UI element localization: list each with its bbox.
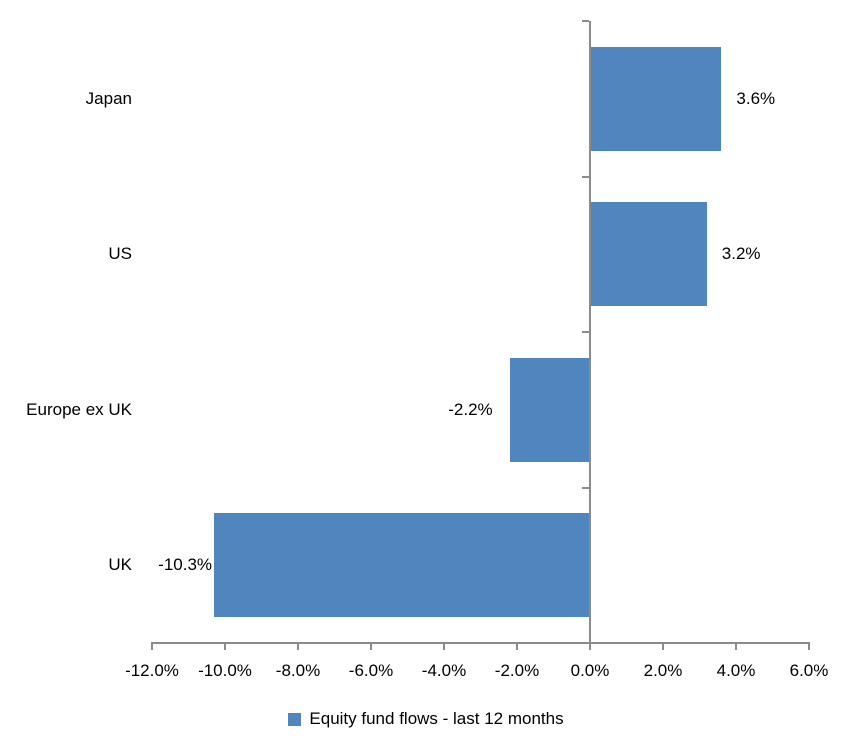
value-axis-tick bbox=[224, 643, 226, 650]
data-label-uk: -10.3% bbox=[158, 555, 213, 575]
value-axis-tick-label: -6.0% bbox=[348, 661, 394, 680]
value-axis-tick bbox=[370, 643, 372, 650]
data-label-europe-ex-uk: -2.2% bbox=[448, 399, 493, 419]
category-axis-tick bbox=[582, 486, 589, 489]
bar-japan bbox=[590, 46, 722, 151]
data-label-us: 3.2% bbox=[721, 244, 761, 264]
category-label-japan: Japan bbox=[85, 88, 132, 108]
value-axis-tick bbox=[516, 643, 518, 650]
bar-uk bbox=[214, 513, 590, 618]
value-axis-tick-label: -2.0% bbox=[494, 661, 540, 680]
category-label-uk: UK bbox=[108, 555, 132, 575]
value-axis-tick bbox=[735, 643, 737, 650]
value-axis-tick-label: -12.0% bbox=[125, 661, 179, 680]
category-label-europe-ex-uk: Europe ex UK bbox=[26, 399, 132, 419]
value-axis-tick bbox=[589, 643, 591, 650]
legend-label: Equity fund flows - last 12 months bbox=[309, 709, 564, 728]
value-axis-tick bbox=[808, 643, 810, 650]
legend-swatch-icon bbox=[288, 712, 302, 726]
legend: Equity fund flows - last 12 months bbox=[0, 704, 852, 734]
bar-europe-ex-uk bbox=[509, 357, 590, 462]
value-axis-line bbox=[151, 642, 810, 644]
value-axis-tick bbox=[443, 643, 445, 650]
category-axis-tick bbox=[582, 20, 589, 22]
value-axis-tick-label: -4.0% bbox=[421, 661, 467, 680]
value-axis-tick-label: 4.0% bbox=[716, 661, 756, 680]
value-axis-tick bbox=[151, 643, 153, 650]
value-axis-tick-label: -8.0% bbox=[275, 661, 321, 680]
value-axis-tick-label: 2.0% bbox=[643, 661, 683, 680]
value-axis-tick bbox=[297, 643, 299, 650]
value-axis-tick bbox=[662, 643, 664, 650]
value-axis-tick-label: 0.0% bbox=[570, 661, 610, 680]
value-axis-tick-label: 6.0% bbox=[789, 661, 829, 680]
data-label-japan: 3.6% bbox=[736, 88, 776, 108]
category-label-us: US bbox=[108, 244, 132, 264]
category-axis-tick bbox=[582, 175, 589, 178]
category-axis-line bbox=[589, 21, 591, 650]
bar-us bbox=[590, 202, 707, 307]
value-axis-tick-label: -10.0% bbox=[198, 661, 252, 680]
category-axis-tick bbox=[582, 331, 589, 333]
